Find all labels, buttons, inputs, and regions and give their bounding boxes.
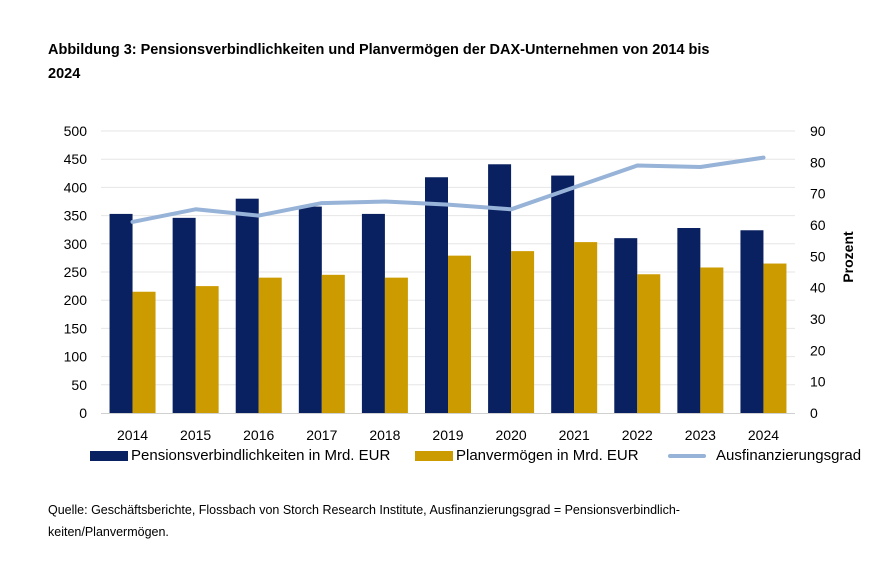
- source-note-line1: Quelle: Geschäftsberichte, Flossbach von…: [48, 503, 680, 517]
- x-tick-label: 2017: [306, 427, 337, 443]
- x-tick-label: 2020: [496, 427, 527, 443]
- y2-tick-label: 90: [810, 123, 826, 139]
- y-tick-label: 500: [64, 123, 88, 139]
- y-tick-label: 350: [64, 208, 88, 224]
- bar-assets-2014: [132, 291, 156, 413]
- source-note: Quelle: Geschäftsberichte, Flossbach von…: [48, 499, 768, 543]
- legend: Pensionsverbindlichkeiten in Mrd. EUR Pl…: [90, 447, 870, 469]
- y-tick-label: 0: [79, 405, 87, 421]
- legend-swatch-assets: [415, 450, 453, 461]
- bar-assets-2020: [511, 251, 535, 413]
- y2-tick-label: 60: [810, 217, 826, 233]
- legend-item-ratio: Ausfinanzierungsgrad: [668, 447, 861, 464]
- x-tick-label: 2022: [622, 427, 653, 443]
- bars: [109, 164, 787, 413]
- legend-item-assets: Planvermögen in Mrd. EUR: [415, 447, 639, 464]
- y2-axis-label: Prozent: [840, 231, 856, 283]
- y-tick-label: 150: [64, 320, 88, 336]
- bar-assets-2021: [574, 242, 598, 413]
- bar-assets-2022: [637, 274, 661, 413]
- y2-tick-label: 10: [810, 374, 826, 390]
- y2-tick-label: 30: [810, 311, 826, 327]
- legend-label-assets: Planvermögen in Mrd. EUR: [456, 447, 639, 464]
- y-tick-label: 250: [64, 264, 88, 280]
- x-axis-ticks: 2014 2015 2016 2017 2018 2019 2020 2021 2022 2023…: [117, 427, 779, 443]
- figure-title-line1: Abbildung 3: Pensionsverbindlichkeiten u…: [48, 42, 710, 58]
- bar-assets-2015: [195, 286, 219, 413]
- figure-title-line2: 2024: [48, 66, 81, 82]
- bar-assets-2017: [321, 274, 345, 413]
- bar-assets-2023: [700, 267, 724, 413]
- x-tick-label: 2021: [559, 427, 590, 443]
- y-tick-label: 50: [71, 377, 87, 393]
- legend-swatch-ratio: [668, 453, 706, 458]
- bar-liabilities-2015: [172, 217, 196, 413]
- y2-axis-ticks: 0 10 20 30 40 50 60 70 80 90: [810, 123, 826, 421]
- ratio-line-layer: [130, 155, 766, 224]
- bar-assets-2018: [384, 277, 408, 413]
- y-axis-ticks: 0 50 100 150 200 250 300 350 400 450 500: [64, 123, 88, 421]
- source-note-line2: keiten/Planvermögen.: [48, 525, 169, 539]
- y-tick-label: 400: [64, 179, 88, 195]
- y2-tick-label: 70: [810, 186, 826, 202]
- y2-tick-label: 0: [810, 405, 818, 421]
- bar-assets-2019: [448, 255, 471, 413]
- legend-item-liabilities: Pensionsverbindlichkeiten in Mrd. EUR: [90, 447, 390, 464]
- x-tick-label: 2014: [117, 427, 148, 443]
- x-tick-label: 2023: [685, 427, 716, 443]
- x-tick-label: 2015: [180, 427, 211, 443]
- y2-tick-label: 20: [810, 342, 826, 358]
- figure-title: Abbildung 3: Pensionsverbindlichkeiten u…: [48, 38, 768, 86]
- legend-label-liabilities: Pensionsverbindlichkeiten in Mrd. EUR: [131, 447, 391, 464]
- legend-label-ratio: Ausfinanzierungsgrad: [716, 447, 862, 464]
- legend-swatch-liabilities: [90, 450, 128, 461]
- bar-liabilities-2023: [677, 228, 701, 413]
- ratio-line: [130, 155, 766, 224]
- bar-liabilities-2016: [235, 198, 259, 413]
- bar-liabilities-2017: [298, 206, 322, 413]
- bar-assets-2024: [763, 263, 787, 413]
- x-tick-label: 2024: [748, 427, 779, 443]
- bar-liabilities-2022: [614, 238, 638, 413]
- bar-liabilities-2019: [425, 177, 448, 413]
- y-tick-label: 100: [64, 349, 88, 365]
- y-tick-label: 450: [64, 151, 88, 167]
- x-tick-label: 2019: [432, 427, 463, 443]
- y2-tick-label: 40: [810, 280, 826, 296]
- bar-liabilities-2024: [740, 230, 764, 413]
- y-tick-label: 300: [64, 236, 88, 252]
- bar-liabilities-2021: [551, 175, 575, 413]
- y2-tick-label: 80: [810, 154, 826, 170]
- bar-assets-2016: [258, 277, 282, 413]
- y-tick-label: 200: [64, 292, 88, 308]
- x-tick-label: 2016: [243, 427, 274, 443]
- y2-tick-label: 50: [810, 248, 826, 264]
- bar-liabilities-2014: [109, 213, 133, 413]
- bar-liabilities-2020: [488, 164, 512, 413]
- x-tick-label: 2018: [369, 427, 400, 443]
- bar-liabilities-2018: [361, 213, 385, 413]
